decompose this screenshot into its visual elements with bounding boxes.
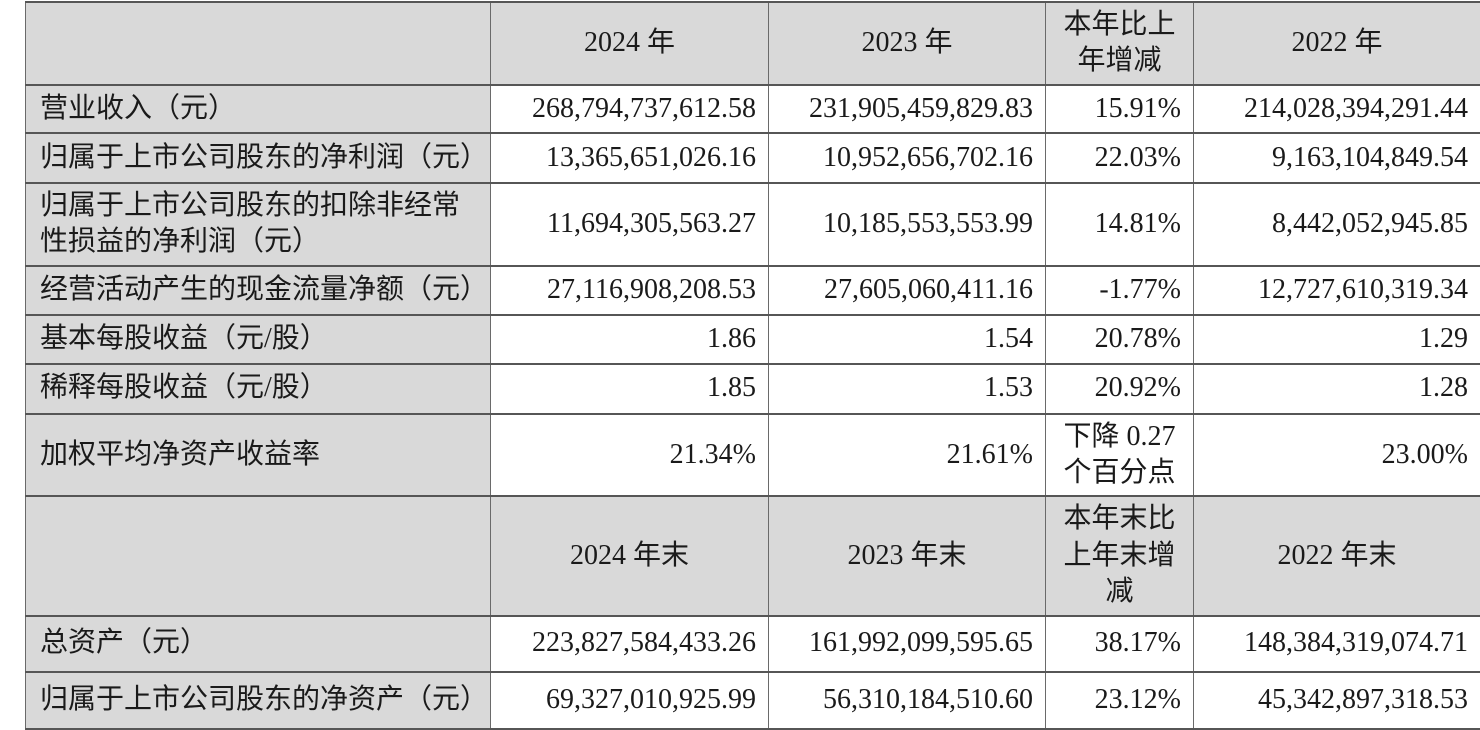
col-header-2022: 2022 年 <box>1194 2 1480 85</box>
cell-change-value: 14.81% <box>1046 183 1194 266</box>
cell-2022-value: 214,028,394,291.44 <box>1194 85 1480 133</box>
col-header-yoy-change: 本年比上 年增减 <box>1046 2 1194 85</box>
cell-2024-value: 223,827,584,433.26 <box>491 616 769 672</box>
cell-2023-value: 161,992,099,595.65 <box>769 616 1046 672</box>
col-header-2022-year-end: 2022 年末 <box>1194 496 1480 615</box>
table-row-revenue: 营业收入（元） 268,794,737,612.58 231,905,459,8… <box>26 85 1480 133</box>
row-label: 总资产（元） <box>26 616 491 672</box>
cell-2022-value: 23.00% <box>1194 414 1480 497</box>
table-row-net-assets: 归属于上市公司股东的净资产（元） 69,327,010,925.99 56,31… <box>26 672 1480 729</box>
year-end-header-row: 2024 年末 2023 年末 本年末比 上年末增 减 2022 年末 <box>26 496 1480 615</box>
cell-2023-value: 10,185,553,553.99 <box>769 183 1046 266</box>
table-row-operating-cash-flow: 经营活动产生的现金流量净额（元） 27,116,908,208.53 27,60… <box>26 266 1480 315</box>
financial-summary-table: 2024 年 2023 年 本年比上 年增减 2022 年 营业收入（元） 26… <box>25 1 1480 730</box>
row-label: 加权平均净资产收益率 <box>26 414 491 497</box>
cell-change-value: 20.78% <box>1046 315 1194 364</box>
cell-2024-value: 268,794,737,612.58 <box>491 85 769 133</box>
cell-2022-value: 9,163,104,849.54 <box>1194 133 1480 183</box>
cell-2022-value: 45,342,897,318.53 <box>1194 672 1480 729</box>
col-header-2024: 2024 年 <box>491 2 769 85</box>
cell-change-value: 15.91% <box>1046 85 1194 133</box>
col-header-2023: 2023 年 <box>769 2 1046 85</box>
row-label: 经营活动产生的现金流量净额（元） <box>26 266 491 315</box>
cell-change-value: 下降 0.27 个百分点 <box>1046 414 1194 497</box>
cell-2023-value: 21.61% <box>769 414 1046 497</box>
table-row-basic-eps: 基本每股收益（元/股） 1.86 1.54 20.78% 1.29 <box>26 315 1480 364</box>
cell-2023-value: 10,952,656,702.16 <box>769 133 1046 183</box>
cell-2024-value: 11,694,305,563.27 <box>491 183 769 266</box>
row-label: 稀释每股收益（元/股） <box>26 364 491 414</box>
cell-2023-value: 1.54 <box>769 315 1046 364</box>
corner-cell-annual <box>26 2 491 85</box>
cell-change-value: 20.92% <box>1046 364 1194 414</box>
cell-2023-value: 27,605,060,411.16 <box>769 266 1046 315</box>
cell-2024-value: 1.86 <box>491 315 769 364</box>
cell-change-value: 38.17% <box>1046 616 1194 672</box>
row-label: 归属于上市公司股东的净利润（元） <box>26 133 491 183</box>
row-label: 营业收入（元） <box>26 85 491 133</box>
cell-2022-value: 12,727,610,319.34 <box>1194 266 1480 315</box>
col-header-2024-year-end: 2024 年末 <box>491 496 769 615</box>
cell-2022-value: 148,384,319,074.71 <box>1194 616 1480 672</box>
annual-header-row: 2024 年 2023 年 本年比上 年增减 2022 年 <box>26 2 1480 85</box>
cell-2024-value: 27,116,908,208.53 <box>491 266 769 315</box>
cell-2023-value: 56,310,184,510.60 <box>769 672 1046 729</box>
table-row-weighted-avg-roe: 加权平均净资产收益率 21.34% 21.61% 下降 0.27 个百分点 23… <box>26 414 1480 497</box>
cell-change-value: -1.77% <box>1046 266 1194 315</box>
row-label: 归属于上市公司股东的扣除非经常性损益的净利润（元） <box>26 183 491 266</box>
corner-cell-year-end <box>26 496 491 615</box>
row-label: 归属于上市公司股东的净资产（元） <box>26 672 491 729</box>
table-row-net-profit: 归属于上市公司股东的净利润（元） 13,365,651,026.16 10,95… <box>26 133 1480 183</box>
cell-change-value: 23.12% <box>1046 672 1194 729</box>
cell-2024-value: 1.85 <box>491 364 769 414</box>
cell-change-value: 22.03% <box>1046 133 1194 183</box>
cell-2022-value: 8,442,052,945.85 <box>1194 183 1480 266</box>
cell-2024-value: 21.34% <box>491 414 769 497</box>
cell-2024-value: 69,327,010,925.99 <box>491 672 769 729</box>
row-label: 基本每股收益（元/股） <box>26 315 491 364</box>
table-row-total-assets: 总资产（元） 223,827,584,433.26 161,992,099,59… <box>26 616 1480 672</box>
cell-2022-value: 1.29 <box>1194 315 1480 364</box>
cell-2023-value: 231,905,459,829.83 <box>769 85 1046 133</box>
cell-2023-value: 1.53 <box>769 364 1046 414</box>
cell-2024-value: 13,365,651,026.16 <box>491 133 769 183</box>
table-row-deducted-net-profit: 归属于上市公司股东的扣除非经常性损益的净利润（元） 11,694,305,563… <box>26 183 1480 266</box>
col-header-year-end-change: 本年末比 上年末增 减 <box>1046 496 1194 615</box>
col-header-2023-year-end: 2023 年末 <box>769 496 1046 615</box>
cell-2022-value: 1.28 <box>1194 364 1480 414</box>
table-row-diluted-eps: 稀释每股收益（元/股） 1.85 1.53 20.92% 1.28 <box>26 364 1480 414</box>
